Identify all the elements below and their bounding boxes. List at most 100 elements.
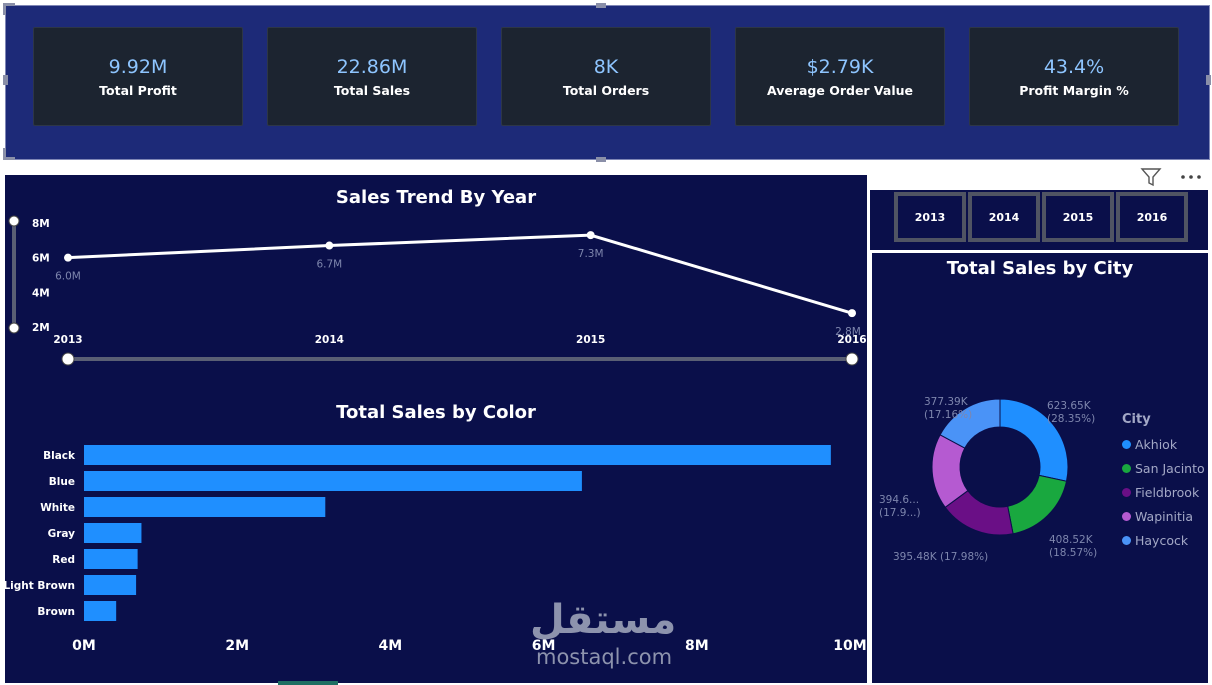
- donut-slice: [1007, 474, 1068, 535]
- kpi-value: 9.92M: [108, 55, 168, 78]
- x-tick-label: 2013: [53, 334, 82, 346]
- y-tick-label: 6M: [32, 253, 50, 265]
- x-range-handle: [61, 352, 75, 366]
- resize-handle[interactable]: [3, 75, 8, 85]
- data-label: (17.9...): [879, 507, 921, 519]
- kpi-label: Profit Margin %: [1019, 82, 1129, 98]
- kpi-value: 43.4%: [1043, 55, 1105, 78]
- x-tick-label: 0M: [72, 638, 96, 654]
- city-legend: City Akhiok San Jacinto Fieldbrook Wapin…: [1122, 412, 1205, 552]
- resize-handle[interactable]: [1206, 75, 1211, 85]
- year-slicer-2016[interactable]: 2016: [1116, 192, 1188, 242]
- legend-label: Fieldbrook: [1135, 484, 1200, 500]
- kpi-card-total-sales[interactable]: 22.86M Total Sales: [267, 27, 477, 126]
- data-label: (28.35%): [1047, 413, 1095, 425]
- data-label: 394.6...: [879, 494, 919, 506]
- sales-by-city-chart[interactable]: 623.65K(28.35%) 408.52K(18.57%) 395.48K (1…: [872, 253, 1208, 683]
- filter-button[interactable]: [1134, 162, 1168, 192]
- y-tick-label: 2M: [32, 322, 50, 334]
- legend-dot: [1122, 511, 1131, 521]
- filter-icon: [1140, 168, 1162, 187]
- kpi-label: Total Profit: [99, 82, 177, 98]
- bar: [84, 471, 582, 491]
- year-slicer-2013[interactable]: 2013: [894, 192, 966, 242]
- legend-label: San Jacinto: [1135, 460, 1205, 476]
- category-label: Brown: [37, 606, 75, 618]
- sales-by-color-panel: [5, 383, 867, 683]
- resize-handle[interactable]: [596, 3, 606, 8]
- category-label: Black: [43, 450, 76, 462]
- legend-label: Akhiok: [1135, 436, 1178, 452]
- data-point: [848, 309, 856, 318]
- y-tick-label: 4M: [32, 287, 50, 299]
- bar: [84, 523, 142, 543]
- more-options-button[interactable]: [1174, 162, 1208, 192]
- kpi-label: Total Orders: [562, 82, 650, 98]
- kpi-value: 22.86M: [336, 55, 408, 78]
- data-label: 377.39K: [924, 396, 969, 408]
- legend-label: Wapinitia: [1135, 508, 1194, 524]
- legend-item-wapinitia[interactable]: Wapinitia: [1122, 504, 1205, 528]
- category-label: Red: [52, 554, 75, 566]
- kpi-card-profit-margin[interactable]: 43.4% Profit Margin %: [969, 27, 1179, 126]
- data-point: [325, 241, 334, 250]
- resize-handle[interactable]: [3, 3, 6, 15]
- watermark-arabic: مستقل: [530, 597, 677, 643]
- x-range-handle: [845, 352, 859, 366]
- legend-item-haycock[interactable]: Haycock: [1122, 528, 1205, 552]
- x-tick-label: 2M: [225, 638, 249, 654]
- more-options-icon: [1181, 175, 1201, 179]
- legend-dot: [1122, 439, 1131, 449]
- sales-trend-title: Sales Trend By Year: [335, 187, 537, 208]
- legend-item-fieldbrook[interactable]: Fieldbrook: [1122, 480, 1205, 504]
- sales-trend-panel: [5, 175, 867, 383]
- watermark-latin: mostaql.com: [536, 645, 673, 669]
- legend-title: City: [1122, 412, 1151, 427]
- data-label: 6.0M: [55, 271, 81, 283]
- resize-handle[interactable]: [3, 3, 15, 6]
- bar: [84, 549, 138, 569]
- resize-handle[interactable]: [596, 157, 606, 162]
- kpi-value: $2.79K: [806, 55, 874, 78]
- data-label: (17.16%): [924, 409, 972, 421]
- kpi-card-average-order-value[interactable]: $2.79K Average Order Value: [735, 27, 945, 126]
- category-label: Light Brown: [3, 580, 75, 592]
- data-label: 6.7M: [316, 259, 342, 271]
- sales-trend-chart[interactable]: 2M 4M 6M 8M 2013 2014 2015 2016 6.0M 6.7M 7.3M 2.8M: [0, 175, 870, 385]
- legend-dot: [1122, 487, 1131, 497]
- kpi-value: 8K: [593, 55, 619, 78]
- kpi-card-total-orders[interactable]: 8K Total Orders: [501, 27, 711, 126]
- bar: [84, 601, 117, 621]
- donut-slice: [939, 398, 1001, 449]
- series-line: [67, 233, 853, 315]
- x-tick-label: 2014: [315, 334, 344, 346]
- bar: [84, 445, 831, 465]
- sales-by-city-title: Total Sales by City: [946, 258, 1134, 279]
- legend-item-san-jacinto[interactable]: San Jacinto: [1122, 456, 1205, 480]
- data-label: 395.48K (17.98%): [893, 551, 988, 563]
- resize-handle[interactable]: [3, 157, 15, 160]
- resize-handle[interactable]: [3, 148, 6, 160]
- sales-by-color-chart[interactable]: Black Blue White Gray Red Light Brown Brown 0M 2…: [0, 383, 870, 683]
- category-label: Blue: [49, 476, 75, 488]
- page-tab-indicator[interactable]: [278, 681, 338, 685]
- legend-item-akhiok[interactable]: Akhiok: [1122, 432, 1205, 456]
- kpi-label: Average Order Value: [766, 82, 914, 98]
- bar: [84, 497, 326, 517]
- kpi-card-total-profit[interactable]: 9.92M Total Profit: [33, 27, 243, 126]
- y-tick-label: 8M: [32, 218, 50, 230]
- legend-dot: [1122, 463, 1131, 473]
- kpi-label: Total Sales: [333, 82, 411, 98]
- bar: [84, 575, 137, 595]
- data-label: 408.52K: [1049, 534, 1094, 546]
- x-tick-label: 4M: [379, 638, 403, 654]
- year-slicer-2015[interactable]: 2015: [1042, 192, 1114, 242]
- x-tick-label: 10M: [833, 638, 866, 654]
- y-range-handle: [8, 215, 20, 227]
- legend-label: Haycock: [1135, 532, 1189, 548]
- year-slicer-2014[interactable]: 2014: [968, 192, 1040, 242]
- data-point: [586, 231, 595, 240]
- category-label: White: [40, 502, 75, 514]
- x-tick-label: 2015: [576, 334, 605, 346]
- data-label: 2.8M: [835, 326, 861, 338]
